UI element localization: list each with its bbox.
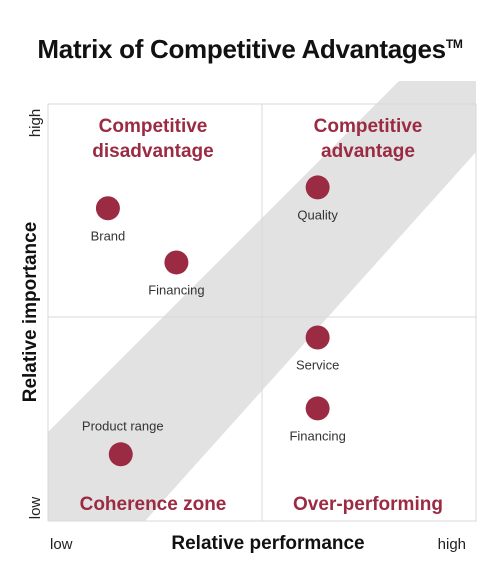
quadrant-top-right-line-1: Competitive — [314, 116, 423, 137]
quadrant-bottom-left: Coherence zone — [80, 494, 227, 515]
x-axis-title: Relative performance — [171, 533, 364, 554]
data-point-0 — [95, 196, 120, 221]
y-axis-low-label: low — [27, 497, 44, 520]
y-axis-title: Relative importance — [20, 222, 41, 403]
data-point-3 — [305, 325, 330, 350]
data-point-label-2: Quality — [297, 207, 338, 222]
quadrant-top-left-line-2: disadvantage — [92, 141, 213, 162]
data-point-2 — [305, 175, 330, 200]
trademark-symbol: TM — [445, 37, 463, 51]
data-point-label-3: Service — [296, 358, 339, 373]
x-axis-low-label: low — [50, 536, 73, 553]
quadrant-top-left-line-1: Competitive — [99, 116, 208, 137]
data-point-label-1: Financing — [148, 282, 204, 297]
data-point-label-0: Brand — [91, 228, 126, 243]
data-point-5 — [108, 442, 133, 467]
y-axis-high-label: high — [27, 109, 44, 137]
data-points: Brand Financing Quality Service Financing Pro… — [82, 175, 346, 467]
data-point-1 — [164, 250, 189, 275]
quadrant-bottom-right: Over-performing — [293, 494, 443, 515]
data-point-label-5: Product range — [82, 418, 164, 433]
chart-title: Matrix of Competitive AdvantagesTM — [0, 34, 500, 65]
data-point-label-4: Financing — [289, 428, 345, 443]
chart-title-text: Matrix of Competitive Advantages — [37, 34, 446, 64]
quadrant-top-right-line-2: advantage — [321, 141, 415, 162]
x-axis-high-label: high — [438, 536, 466, 553]
data-point-4 — [305, 396, 330, 421]
